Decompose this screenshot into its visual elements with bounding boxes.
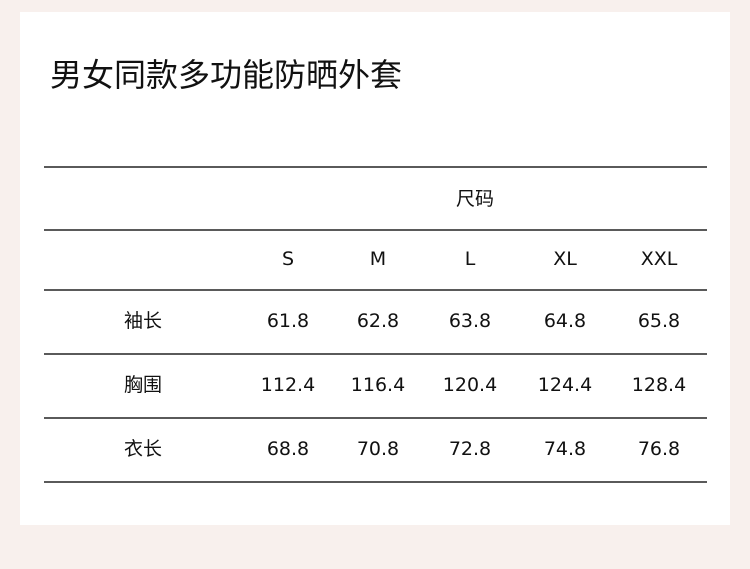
value-cell: 128.4: [631, 374, 687, 396]
value-cell: 120.4: [442, 374, 498, 396]
table-rule: [44, 417, 707, 419]
table-rule: [44, 481, 707, 483]
row-label: 袖长: [123, 310, 162, 332]
table-rule: [44, 166, 707, 168]
table-rule: [44, 353, 707, 355]
value-cell: 112.4: [260, 374, 316, 396]
size-header: M: [369, 248, 387, 270]
size-header: XXL: [640, 248, 678, 270]
value-cell: 70.8: [356, 438, 400, 460]
size-group-header: 尺码: [455, 188, 494, 210]
table-rule: [44, 289, 707, 291]
value-cell: 64.8: [543, 310, 587, 332]
row-label: 胸围: [123, 374, 162, 396]
size-header: S: [281, 248, 295, 270]
value-cell: 61.8: [266, 310, 310, 332]
value-cell: 76.8: [637, 438, 681, 460]
product-title: 男女同款多功能防晒外套: [50, 56, 403, 94]
size-header: L: [464, 248, 476, 270]
row-label: 衣长: [123, 438, 162, 460]
value-cell: 65.8: [637, 310, 681, 332]
value-cell: 62.8: [356, 310, 400, 332]
value-cell: 68.8: [266, 438, 310, 460]
size-header: XL: [553, 248, 577, 270]
value-cell: 74.8: [543, 438, 587, 460]
value-cell: 116.4: [350, 374, 406, 396]
value-cell: 63.8: [448, 310, 492, 332]
table-rule: [44, 229, 707, 231]
value-cell: 72.8: [448, 438, 492, 460]
size-chart-card: 男女同款多功能防晒外套 尺码 S M L XL XXL 袖长 61.8 62.8…: [20, 12, 730, 525]
value-cell: 124.4: [537, 374, 593, 396]
